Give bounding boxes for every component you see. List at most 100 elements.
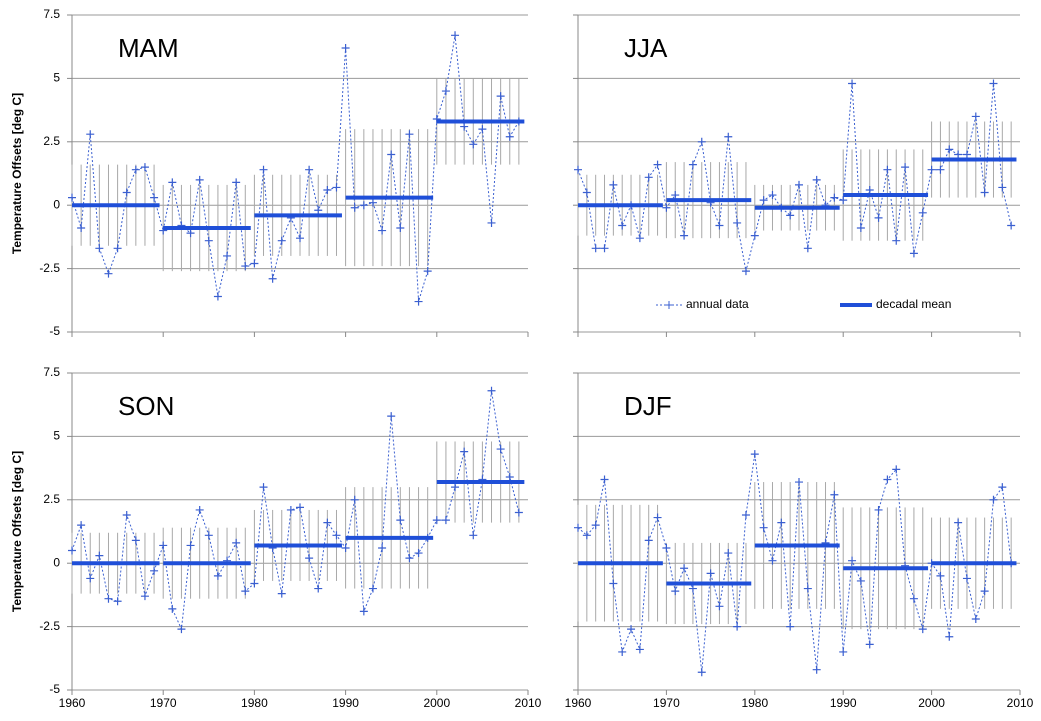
marker — [396, 224, 405, 233]
marker — [505, 132, 514, 141]
marker — [368, 198, 377, 207]
marker — [150, 566, 159, 575]
marker — [68, 193, 76, 202]
marker — [680, 564, 689, 573]
marker — [451, 31, 460, 40]
marker — [697, 668, 706, 677]
marker — [715, 602, 724, 611]
marker — [865, 185, 874, 194]
marker — [733, 622, 742, 631]
marker — [204, 236, 213, 245]
marker — [830, 193, 839, 202]
marker — [803, 584, 812, 593]
marker — [460, 447, 469, 456]
marker — [378, 543, 387, 552]
marker — [359, 201, 368, 210]
x-tick-label: 1990 — [830, 696, 857, 710]
marker — [812, 665, 821, 674]
x-tick-label: 1970 — [150, 696, 177, 710]
marker — [305, 165, 314, 174]
marker — [803, 244, 812, 253]
marker — [195, 175, 204, 184]
marker — [848, 79, 857, 88]
marker — [918, 625, 927, 634]
panel: JJA annual data decadal mean — [573, 14, 1021, 337]
marker — [945, 145, 954, 154]
marker — [150, 193, 159, 202]
y-tick-label: -5 — [49, 682, 60, 696]
marker — [574, 165, 582, 174]
y-tick-label: -2.5 — [39, 619, 60, 633]
marker — [635, 234, 644, 243]
marker — [359, 607, 368, 616]
marker — [954, 518, 963, 527]
marker — [250, 579, 259, 588]
panel: -5 -2.5 0 2.5 5 7.5 1960 1970 1980 1990 2000 2010 Te… — [10, 365, 541, 710]
marker — [962, 574, 971, 583]
marker — [909, 594, 918, 603]
marker — [350, 203, 359, 212]
marker — [341, 43, 350, 52]
legend-label: decadal mean — [876, 297, 951, 311]
marker — [786, 211, 795, 220]
y-axis-title: Temperature Offsets [deg C] — [10, 93, 24, 254]
x-tick-label: 1960 — [59, 696, 86, 710]
marker — [496, 445, 505, 454]
marker — [591, 521, 600, 530]
marker — [441, 516, 450, 525]
x-tick-label: 2010 — [1007, 696, 1034, 710]
annual-line — [577, 83, 1012, 272]
marker — [414, 549, 423, 558]
panel: 1960 1970 1980 1990 2000 2010 DJF — [565, 372, 1034, 710]
y-tick-label: 0 — [53, 555, 60, 569]
marker — [759, 196, 768, 205]
marker — [591, 244, 600, 253]
marker — [582, 188, 591, 197]
y-tick-label: 5 — [53, 429, 60, 443]
marker — [414, 297, 423, 306]
panel-title: JJA — [624, 33, 668, 63]
marker — [724, 132, 733, 141]
marker — [505, 472, 514, 481]
marker — [122, 511, 131, 520]
marker — [680, 231, 689, 240]
panel-title: DJF — [624, 391, 672, 421]
marker — [296, 503, 304, 512]
marker — [432, 516, 441, 525]
marker — [856, 224, 865, 233]
marker — [159, 541, 168, 550]
marker — [768, 191, 777, 200]
marker — [848, 556, 857, 565]
marker — [514, 508, 523, 517]
annual-line — [71, 35, 520, 302]
marker — [750, 450, 759, 459]
marker — [883, 165, 892, 174]
marker — [95, 551, 104, 560]
marker — [323, 185, 332, 194]
marker — [777, 518, 786, 527]
marker — [927, 165, 936, 174]
marker — [259, 483, 268, 492]
marker — [600, 244, 609, 253]
y-tick-label: -2.5 — [39, 261, 60, 275]
marker — [232, 538, 241, 547]
marker — [759, 523, 768, 532]
marker — [839, 196, 848, 205]
marker — [241, 262, 250, 271]
panel: -5 -2.5 0 2.5 5 7.5 Temperature Offsets [deg C… — [10, 7, 529, 338]
marker — [750, 231, 759, 240]
x-tick-label: 1980 — [241, 696, 268, 710]
marker — [954, 150, 963, 159]
marker — [86, 574, 95, 583]
marker — [232, 178, 241, 187]
x-tick-label: 1990 — [332, 696, 359, 710]
y-tick-label: 7.5 — [43, 7, 60, 21]
marker — [945, 632, 954, 641]
marker — [998, 183, 1007, 192]
marker — [998, 483, 1007, 492]
marker — [901, 163, 910, 172]
marker — [387, 150, 396, 159]
marker — [989, 79, 998, 88]
y-axis-title: Temperature Offsets [deg C] — [10, 451, 24, 612]
marker — [487, 218, 496, 227]
